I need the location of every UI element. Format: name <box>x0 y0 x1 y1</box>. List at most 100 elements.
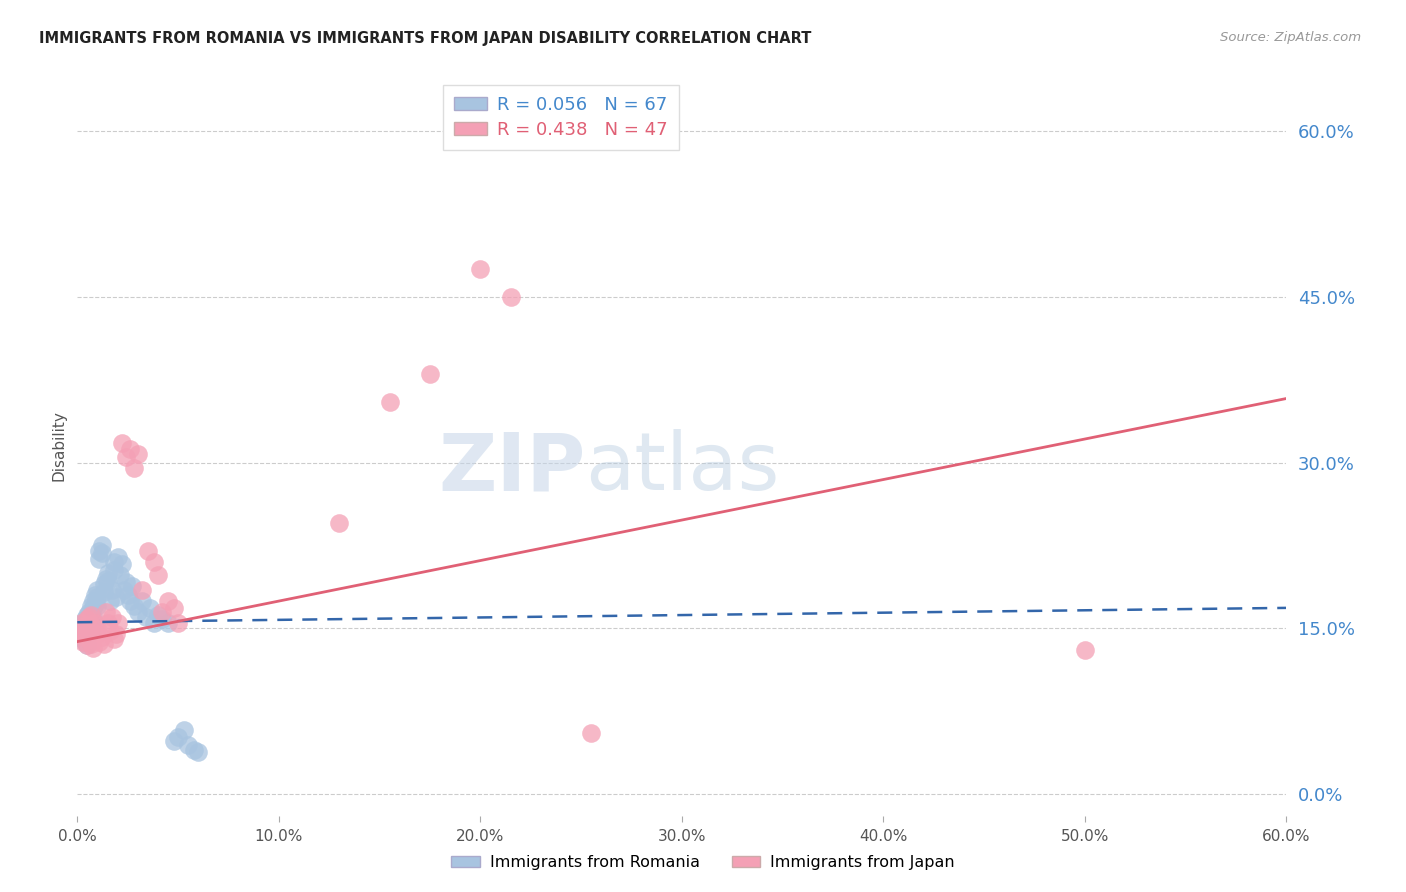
Point <box>79 632 101 647</box>
Point <box>79 610 101 624</box>
Point <box>107 615 129 630</box>
Point <box>103 632 125 647</box>
Point <box>122 461 145 475</box>
Point <box>139 601 162 615</box>
Point <box>76 608 98 623</box>
Point <box>94 605 117 619</box>
Point <box>100 610 122 624</box>
Point <box>163 734 186 748</box>
Point <box>107 549 129 564</box>
Point <box>90 538 112 552</box>
Point <box>72 634 94 648</box>
Point <box>86 621 108 635</box>
Point <box>163 601 186 615</box>
Point <box>136 544 159 558</box>
Point <box>118 442 141 457</box>
Point <box>90 630 112 644</box>
Point <box>89 634 111 648</box>
Point <box>146 568 169 582</box>
Point <box>75 612 97 626</box>
Point <box>86 599 108 614</box>
Text: IMMIGRANTS FROM ROMANIA VS IMMIGRANTS FROM JAPAN DISABILITY CORRELATION CHART: IMMIGRANTS FROM ROMANIA VS IMMIGRANTS FR… <box>39 31 811 46</box>
Point <box>76 612 98 626</box>
Legend: Immigrants from Romania, Immigrants from Japan: Immigrants from Romania, Immigrants from… <box>444 849 962 877</box>
Point <box>328 516 350 531</box>
Point <box>80 608 103 623</box>
Point <box>76 630 98 644</box>
Point <box>79 610 101 624</box>
Point <box>93 585 115 599</box>
Point <box>72 615 94 630</box>
Point <box>84 615 107 630</box>
Point <box>82 601 104 615</box>
Point <box>67 624 90 638</box>
Point <box>167 615 190 630</box>
Point <box>470 262 492 277</box>
Point <box>167 730 190 744</box>
Text: ZIP: ZIP <box>437 429 585 508</box>
Point <box>84 588 107 602</box>
Point <box>157 615 180 630</box>
Point <box>75 619 97 633</box>
Point <box>581 726 603 740</box>
Point <box>76 623 98 637</box>
Point <box>96 615 118 630</box>
Point <box>75 621 97 635</box>
Point <box>98 624 121 638</box>
Point <box>94 572 117 586</box>
Point <box>89 551 111 566</box>
Point <box>146 608 169 623</box>
Point <box>76 638 98 652</box>
Text: Source: ZipAtlas.com: Source: ZipAtlas.com <box>1220 31 1361 45</box>
Point <box>93 577 115 591</box>
Point <box>150 605 173 619</box>
Point <box>131 593 153 607</box>
Point <box>82 610 104 624</box>
Point <box>142 555 165 569</box>
Legend: R = 0.056   N = 67, R = 0.438   N = 47: R = 0.056 N = 67, R = 0.438 N = 47 <box>443 85 679 150</box>
Point <box>157 593 180 607</box>
Point <box>108 568 131 582</box>
Point <box>122 599 145 614</box>
Point <box>90 546 112 560</box>
Point <box>96 574 118 588</box>
Point <box>75 634 97 648</box>
Point <box>127 605 149 619</box>
Point <box>177 739 200 753</box>
Point <box>70 615 93 630</box>
Point <box>84 597 107 611</box>
Point <box>75 629 97 643</box>
Point <box>89 544 111 558</box>
Point <box>142 615 165 630</box>
Point <box>131 582 153 597</box>
Point <box>183 743 205 757</box>
Text: atlas: atlas <box>585 429 779 508</box>
Point <box>104 627 127 641</box>
Y-axis label: Disability: Disability <box>51 410 66 482</box>
Point <box>150 612 173 626</box>
Point <box>1074 643 1097 657</box>
Point <box>112 582 135 597</box>
Point <box>104 591 127 605</box>
Point <box>118 593 141 607</box>
Point <box>79 618 101 632</box>
Point <box>82 641 104 656</box>
Point <box>86 591 108 605</box>
Point <box>114 450 136 464</box>
Point <box>72 632 94 647</box>
Point <box>173 723 195 737</box>
Point <box>96 566 118 580</box>
Point <box>127 447 149 461</box>
Point <box>67 624 90 638</box>
Point <box>121 579 143 593</box>
Point <box>80 607 103 621</box>
Point <box>86 582 108 597</box>
Point <box>72 624 94 639</box>
Point <box>75 627 97 641</box>
Point <box>76 638 98 652</box>
Point <box>70 619 93 633</box>
Point <box>82 593 104 607</box>
Point <box>111 435 134 450</box>
Point <box>93 637 115 651</box>
Point <box>76 615 98 629</box>
